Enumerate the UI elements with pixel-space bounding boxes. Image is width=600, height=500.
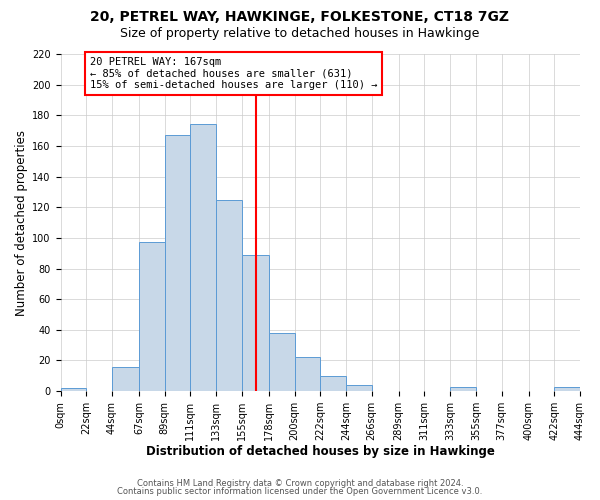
Bar [269, 333, 295, 391]
Bar [295, 358, 320, 391]
Text: Size of property relative to detached houses in Hawkinge: Size of property relative to detached ho… [121, 28, 479, 40]
Text: Contains public sector information licensed under the Open Government Licence v3: Contains public sector information licen… [118, 487, 482, 496]
Bar [554, 386, 580, 391]
Bar [242, 254, 269, 391]
Y-axis label: Number of detached properties: Number of detached properties [15, 130, 28, 316]
Bar [139, 242, 164, 391]
Bar [346, 385, 372, 391]
Bar [320, 376, 346, 391]
Bar [112, 366, 139, 391]
Bar [216, 200, 242, 391]
Bar [61, 388, 86, 391]
Bar [450, 386, 476, 391]
Text: Contains HM Land Registry data © Crown copyright and database right 2024.: Contains HM Land Registry data © Crown c… [137, 478, 463, 488]
X-axis label: Distribution of detached houses by size in Hawkinge: Distribution of detached houses by size … [146, 444, 494, 458]
Bar [164, 135, 190, 391]
Text: 20, PETREL WAY, HAWKINGE, FOLKESTONE, CT18 7GZ: 20, PETREL WAY, HAWKINGE, FOLKESTONE, CT… [91, 10, 509, 24]
Text: 20 PETREL WAY: 167sqm
← 85% of detached houses are smaller (631)
15% of semi-det: 20 PETREL WAY: 167sqm ← 85% of detached … [90, 57, 377, 90]
Bar [190, 124, 216, 391]
